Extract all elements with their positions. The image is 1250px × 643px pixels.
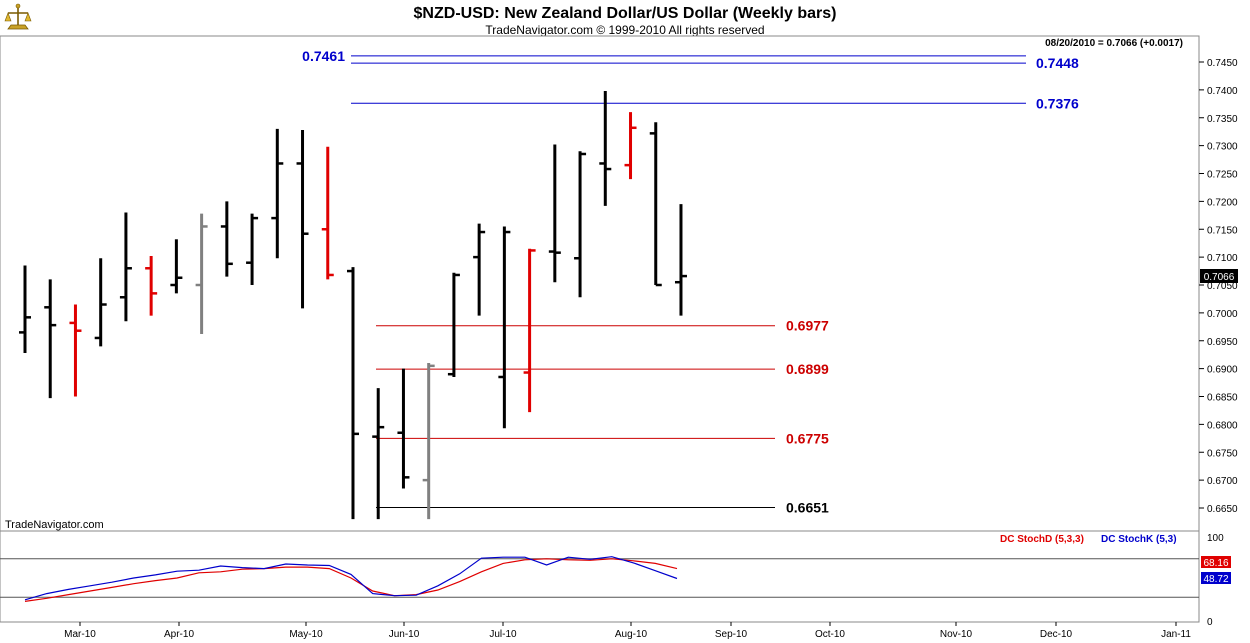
level-label: 0.7376 (1036, 95, 1079, 111)
logo-icon (4, 3, 32, 30)
y-tick-label: 0.7200 (1207, 197, 1238, 208)
y-tick-label: 0.6900 (1207, 365, 1238, 376)
ohlc-bar (195, 213, 208, 335)
y-tick-label: 0.7400 (1207, 86, 1238, 97)
y-tick-label: 0 (1207, 617, 1213, 628)
stoch-d-value: 68.16 (1203, 558, 1228, 569)
ohlc-bar (246, 213, 259, 285)
ohlc-bar (674, 204, 687, 316)
x-tick-label: Jun-10 (389, 629, 420, 640)
ohlc-bar (599, 90, 612, 206)
y-tick-label: 0.6750 (1207, 448, 1238, 459)
x-tick-label: Aug-10 (615, 629, 648, 640)
price-panel (0, 35, 1200, 532)
ohlc-bar (94, 258, 107, 347)
ohlc-bar (498, 226, 511, 429)
ohlc-bar (473, 223, 486, 316)
ohlc-bar (422, 363, 435, 520)
ohlc-bar (523, 248, 536, 413)
ohlc-bar (170, 239, 183, 294)
ohlc-bar (19, 265, 31, 354)
copyright-text: TradeNavigator.com © 1999-2010 All right… (485, 23, 764, 37)
level-label: 0.6977 (786, 318, 829, 334)
stoch-k-value-marker: 48.72 (1201, 572, 1231, 585)
last-price-marker: 0.7066 (1200, 269, 1238, 283)
y-tick-label: 0.7250 (1207, 170, 1238, 181)
price-axis: 0.7450 0.7400 0.7350 0.7300 0.7250 0.7200 0.71… (1199, 58, 1238, 515)
ohlc-bar (649, 122, 662, 287)
ohlc-bar (69, 304, 82, 397)
x-tick-label: Apr-10 (164, 629, 194, 640)
ohlc-bar (346, 267, 359, 520)
y-tick-label: 0.7350 (1207, 114, 1238, 125)
ohlc-bar (397, 368, 410, 489)
ohlc-bar (296, 130, 309, 309)
y-tick-label: 0.6700 (1207, 476, 1238, 487)
x-tick-label: Mar-10 (64, 629, 96, 640)
stochastic-lines (24, 556, 678, 602)
y-tick-label: 0.6650 (1207, 504, 1238, 515)
y-tick-label: 0.7000 (1207, 309, 1238, 320)
stoch-k-line (24, 556, 678, 601)
x-tick-label: Dec-10 (1040, 629, 1073, 640)
watermark-text: TradeNavigator.com (5, 519, 104, 531)
legend-stoch-k: DC StochK (5,3) (1101, 534, 1177, 545)
level-label: 0.6651 (786, 499, 829, 515)
y-tick-label: 0.7150 (1207, 225, 1238, 236)
ohlc-bar (548, 144, 561, 283)
legend-stoch-d: DC StochD (5,3,3) (1000, 534, 1084, 545)
ohlc-bar (271, 128, 284, 259)
ohlc-bar (624, 112, 637, 180)
last-quote-text: 08/20/2010 = 0.7066 (+0.0017) (1045, 38, 1183, 49)
ohlc-bar (44, 279, 57, 399)
stochastic-panel (0, 530, 1200, 623)
y-tick-label: 0.6950 (1207, 337, 1238, 348)
x-tick-label: Jan-11 (1161, 629, 1191, 640)
stoch-k-value: 48.72 (1203, 574, 1228, 585)
y-tick-label: 0.6800 (1207, 420, 1238, 431)
ohlc-bar (447, 272, 460, 377)
price-bars (19, 90, 687, 520)
stoch-d-line (24, 558, 678, 602)
date-axis: Mar-10 Apr-10 May-10 Jun-10 Jul-10 Aug-10 Sep-… (64, 622, 1191, 640)
ohlc-bar (372, 388, 385, 520)
y-tick-label: 0.7450 (1207, 58, 1238, 69)
last-price-label: 0.7066 (1204, 272, 1235, 283)
level-lines: 0.7461 0.7448 0.7376 0.6977 0.6899 0.6775 0.66… (302, 48, 1079, 516)
ohlc-bar (119, 212, 132, 322)
y-tick-label: 0.7100 (1207, 253, 1238, 264)
x-tick-label: Jul-10 (489, 629, 517, 640)
level-label: 0.6899 (786, 361, 829, 377)
x-tick-label: Sep-10 (715, 629, 748, 640)
ohlc-bar (574, 151, 587, 298)
level-label: 0.7461 (302, 48, 345, 64)
y-tick-label: 100 (1207, 533, 1224, 544)
stoch-d-value-marker: 68.16 (1201, 556, 1231, 569)
level-label: 0.6775 (786, 430, 829, 446)
x-tick-label: Nov-10 (940, 629, 973, 640)
y-tick-label: 0.7300 (1207, 142, 1238, 153)
level-label: 0.7448 (1036, 55, 1079, 71)
x-tick-label: Oct-10 (815, 629, 845, 640)
y-tick-label: 0.6850 (1207, 393, 1238, 404)
y-tick-label: 0.7050 (1207, 281, 1238, 292)
chart-title: $NZD-USD: New Zealand Dollar/US Dollar (… (414, 5, 837, 22)
ohlc-bar (145, 256, 158, 316)
x-tick-label: May-10 (289, 629, 323, 640)
ohlc-bar (321, 146, 334, 280)
ohlc-bar (220, 201, 233, 277)
